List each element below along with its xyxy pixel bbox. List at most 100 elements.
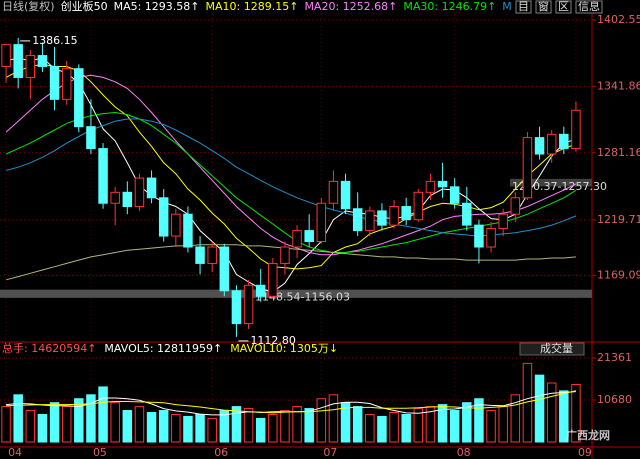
volume-bar: [292, 406, 302, 443]
y-tick-label: 21361: [597, 351, 632, 364]
max-label: 1386.15: [32, 34, 78, 47]
y-tick-label: 1169.09: [597, 268, 640, 281]
volume-bar: [304, 408, 314, 443]
candle-body: [413, 191, 424, 221]
candle-body: [110, 191, 120, 204]
candle-body: [122, 191, 133, 208]
candle-body: [134, 177, 145, 208]
volume-bar: [134, 406, 145, 443]
ma-line: [5, 57, 577, 293]
volume-bar: [534, 374, 545, 443]
volume-bar: [1, 406, 11, 443]
volume-bar: [510, 394, 521, 443]
indicator-label[interactable]: 成交量: [540, 341, 573, 355]
candle-body: [25, 55, 36, 78]
volume-bar: [352, 406, 363, 443]
y-tick-label: 1402.55: [597, 13, 640, 26]
volume-bar: [255, 417, 266, 443]
candle-body: [183, 213, 193, 248]
volume-bar: [316, 398, 327, 443]
candle-body: [255, 284, 266, 297]
candle-body: [146, 177, 157, 199]
watermark: 广西龙网: [566, 428, 610, 442]
candle-body: [49, 66, 60, 100]
candle-body: [449, 186, 460, 204]
volume-bar: [183, 415, 193, 443]
legend-entry: 总手: 14620594↑: [2, 341, 96, 355]
volume-bar: [401, 413, 411, 443]
toolbar-button[interactable]: 窗: [538, 0, 549, 13]
toolbar-button[interactable]: 信息: [578, 0, 600, 13]
legend-entry: MA20: 1252.68↑: [304, 0, 397, 13]
indicator-box[interactable]: [519, 342, 585, 356]
candle-body: [37, 55, 48, 68]
candle-body: [571, 109, 581, 150]
volume-bar: [462, 402, 472, 443]
volume-bar: [158, 410, 169, 443]
legend-entry: MAVOL5: 12811959↑: [104, 342, 222, 355]
volume-bar: [98, 386, 108, 443]
candle-body: [304, 230, 314, 243]
ma-line: [5, 74, 577, 256]
volume-bar: [377, 415, 387, 443]
volume-bar: [25, 410, 36, 443]
volume-bar: [571, 384, 581, 443]
legend-entry: MA5: 1293.58↑: [114, 0, 200, 13]
candle-body: [534, 137, 545, 155]
volume-bar: [449, 410, 460, 443]
header-bg: [0, 0, 592, 13]
zone-label: 1250.37-1257.30: [512, 180, 607, 193]
candle-body: [559, 133, 569, 150]
candle-body: [486, 227, 496, 248]
volume-bar: [86, 394, 96, 443]
toolbar-button[interactable]: 目: [518, 0, 529, 13]
price-zone: [0, 289, 592, 298]
toolbar-frame[interactable]: [575, 0, 603, 14]
volume-bar: [49, 402, 60, 443]
candle-body: [268, 262, 278, 297]
candle-body: [243, 284, 254, 325]
volume-bar: [413, 408, 424, 443]
ma-line: [5, 63, 577, 270]
candle-body: [98, 148, 108, 204]
volume-bar: [37, 413, 48, 443]
candle-body: [462, 202, 472, 226]
toolbar-frame[interactable]: [535, 0, 552, 14]
volume-bar: [74, 398, 84, 443]
candle-body: [292, 230, 302, 248]
volume-bar: [110, 402, 120, 443]
candle-body: [13, 44, 23, 78]
candle-body: [231, 290, 242, 325]
volume-bar: [195, 413, 205, 443]
zone-label: 1148.54-1156.03: [255, 291, 350, 304]
toolbar-frame[interactable]: [555, 0, 572, 14]
candle-body: [219, 246, 230, 292]
toolbar-button[interactable]: 区: [558, 0, 569, 13]
legend-entry: 日线(复权): [2, 0, 55, 13]
candle-body: [316, 202, 327, 243]
toolbar-frame[interactable]: [515, 0, 532, 14]
y-tick-label: 10680: [597, 393, 632, 406]
candle-body: [61, 68, 72, 100]
candle-body: [280, 246, 290, 264]
x-tick-label: 09: [578, 446, 592, 459]
ma-line: [5, 244, 576, 281]
ma-line: [6, 390, 577, 414]
candle-body: [510, 197, 521, 215]
volume-bar: [122, 410, 133, 443]
candle-body: [365, 210, 375, 232]
y-tick-label: 1281.16: [597, 146, 640, 159]
candle-body: [474, 224, 484, 248]
volume-bar: [498, 406, 508, 443]
volume-bar: [231, 406, 242, 443]
candle-body: [340, 180, 351, 210]
candle-body: [546, 133, 557, 155]
candle-body: [1, 44, 11, 68]
x-tick-label: 08: [457, 446, 471, 459]
candle-body: [401, 206, 411, 221]
x-tick-label: 06: [214, 446, 228, 459]
x-tick-label: 07: [323, 446, 337, 459]
volume-bar: [389, 412, 399, 443]
candle-body: [171, 213, 181, 237]
min-label: 1112.80: [250, 334, 296, 347]
